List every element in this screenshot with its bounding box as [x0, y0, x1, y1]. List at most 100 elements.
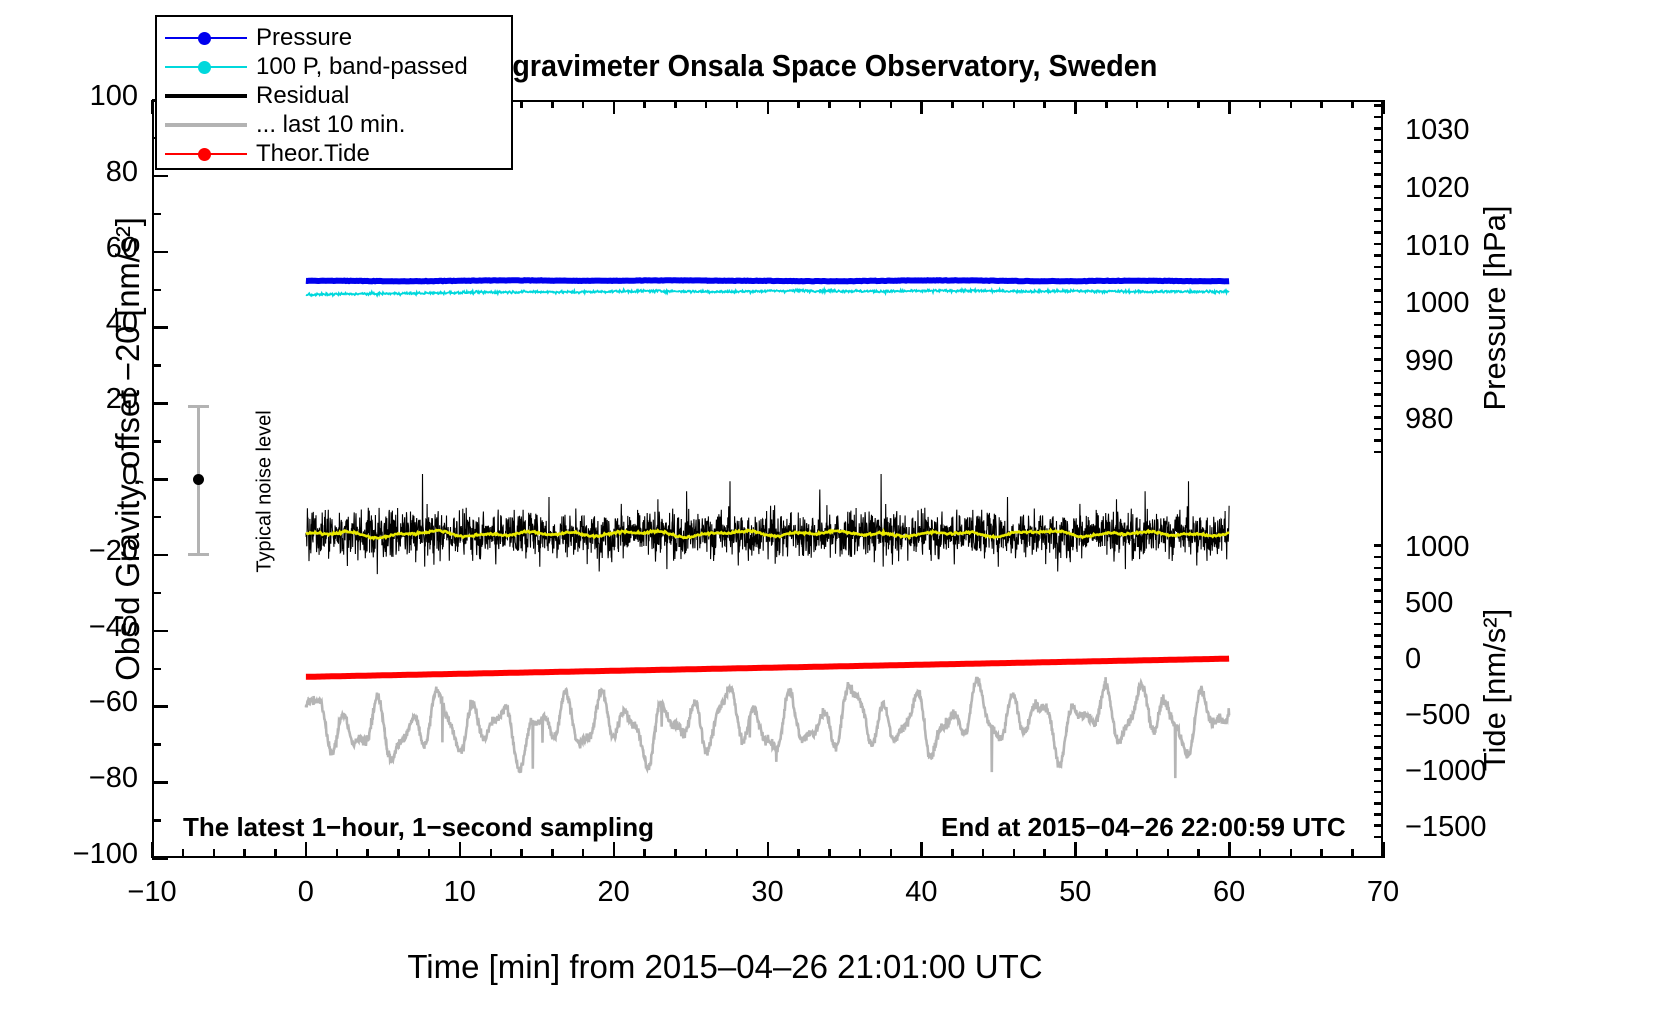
tick-left	[152, 819, 161, 822]
tick-label-pressure: 1010	[1405, 229, 1470, 262]
legend-swatch-icon	[165, 28, 247, 48]
tick-right-tide	[1374, 813, 1383, 816]
tick-label-bottom: 60	[1212, 876, 1246, 908]
tick-label-bottom: 40	[905, 876, 938, 908]
tick-right-tide	[1374, 824, 1383, 827]
tick-right-pressure	[1374, 393, 1383, 396]
tick-top	[1382, 100, 1385, 114]
tick-right-tide	[1374, 690, 1383, 693]
tick-right-tide	[1374, 802, 1383, 805]
tick-left	[152, 705, 168, 708]
tick-right-tide	[1374, 678, 1383, 682]
legend-item-3[interactable]: ... last 10 min.	[165, 110, 503, 139]
tick-label-tide: 0	[1405, 643, 1422, 675]
tick-top	[551, 100, 554, 108]
tick-right-pressure	[1374, 300, 1383, 304]
tick-right-tide	[1374, 835, 1383, 839]
legend-item-label: Theor.Tide	[256, 139, 370, 167]
tick-bottom	[858, 849, 862, 858]
tick-bottom	[951, 849, 954, 858]
noise-center-dot	[193, 474, 204, 485]
tick-left	[152, 364, 161, 367]
tick-label-tide: −1000	[1405, 755, 1487, 787]
tick-bottom	[1258, 849, 1262, 858]
tick-right-tide	[1374, 701, 1383, 704]
tick-left	[152, 326, 168, 329]
tick-right-pressure	[1374, 416, 1383, 419]
tick-bottom	[1166, 849, 1170, 858]
tick-bottom	[151, 842, 154, 858]
tick-top	[1012, 100, 1016, 108]
tick-bottom	[489, 849, 493, 858]
tick-bottom	[766, 842, 769, 858]
tick-bottom	[212, 849, 216, 858]
tick-label-left: 80	[105, 155, 138, 188]
legend-item-4[interactable]: Theor.Tide	[165, 139, 503, 168]
series-band-passed	[305, 286, 1230, 298]
tick-bottom	[1105, 849, 1108, 858]
tick-right-tide	[1374, 578, 1383, 581]
series-pressure	[305, 277, 1230, 285]
tick-top	[612, 100, 616, 114]
tick-bottom	[1197, 849, 1200, 858]
tick-top	[704, 100, 708, 108]
tick-top	[981, 100, 985, 108]
footer-note-left: The latest 1−hour, 1−second sampling	[183, 812, 655, 842]
tick-top	[1135, 100, 1139, 108]
tick-right-tide	[1374, 566, 1383, 570]
tick-right-pressure	[1374, 150, 1383, 153]
plot-canvas	[304, 277, 1231, 779]
tick-top	[1166, 100, 1170, 108]
legend: Pressure 100 P, band-passed Residual... la…	[155, 15, 513, 170]
tick-label-pressure: 980	[1405, 403, 1454, 435]
legend-item-0[interactable]: Pressure	[165, 23, 503, 52]
tick-top	[151, 100, 154, 114]
tick-right-tide	[1374, 656, 1383, 659]
legend-item-1[interactable]: 100 P, band-passed	[165, 52, 503, 81]
tick-label-tide: 500	[1405, 587, 1454, 619]
tick-label-tide: 1000	[1405, 531, 1470, 563]
tick-label-left: −40	[88, 610, 138, 643]
tick-right-tide	[1374, 611, 1383, 615]
series-theoretical-tide	[305, 655, 1230, 680]
tick-right-pressure	[1374, 450, 1383, 454]
tick-label-bottom: 30	[751, 876, 784, 908]
tick-right-pressure	[1374, 427, 1383, 431]
tick-bottom	[797, 849, 800, 858]
tick-label-bottom: −10	[127, 876, 177, 908]
series-last-10-min	[304, 676, 1231, 779]
tick-bottom	[458, 842, 462, 858]
tick-left	[152, 288, 161, 291]
tick-left	[152, 478, 168, 481]
tick-bottom	[1320, 849, 1323, 858]
tick-top	[889, 100, 893, 108]
footer-note-right: End at 2015−04−26 22:00:59 UTC	[941, 812, 1346, 842]
tick-bottom	[397, 849, 400, 858]
tick-right-tide	[1374, 757, 1383, 760]
tick-label-left: −60	[88, 686, 138, 719]
tick-top	[858, 100, 862, 108]
tick-bottom	[674, 849, 677, 858]
tick-bottom	[735, 849, 739, 858]
tick-right-tide	[1374, 746, 1383, 749]
tick-right-pressure	[1374, 242, 1383, 246]
tick-right-tide	[1374, 768, 1383, 771]
tick-right-tide	[1374, 589, 1383, 592]
tick-right-tide	[1374, 645, 1383, 648]
tick-top	[1043, 100, 1046, 108]
tick-top	[1105, 100, 1108, 108]
tick-right-pressure	[1374, 323, 1383, 327]
tick-top	[797, 100, 800, 108]
legend-item-label: 100 P, band-passed	[256, 52, 468, 80]
tick-bottom	[274, 849, 277, 858]
tick-top	[1197, 100, 1200, 108]
tick-right-pressure	[1374, 127, 1383, 130]
tick-bottom	[643, 849, 646, 858]
tick-top	[828, 100, 831, 108]
legend-item-2[interactable]: Residual	[165, 81, 503, 110]
tick-left	[152, 743, 161, 746]
tick-bottom	[181, 849, 185, 858]
tick-label-pressure: 1000	[1405, 287, 1470, 320]
tick-top	[643, 100, 646, 108]
